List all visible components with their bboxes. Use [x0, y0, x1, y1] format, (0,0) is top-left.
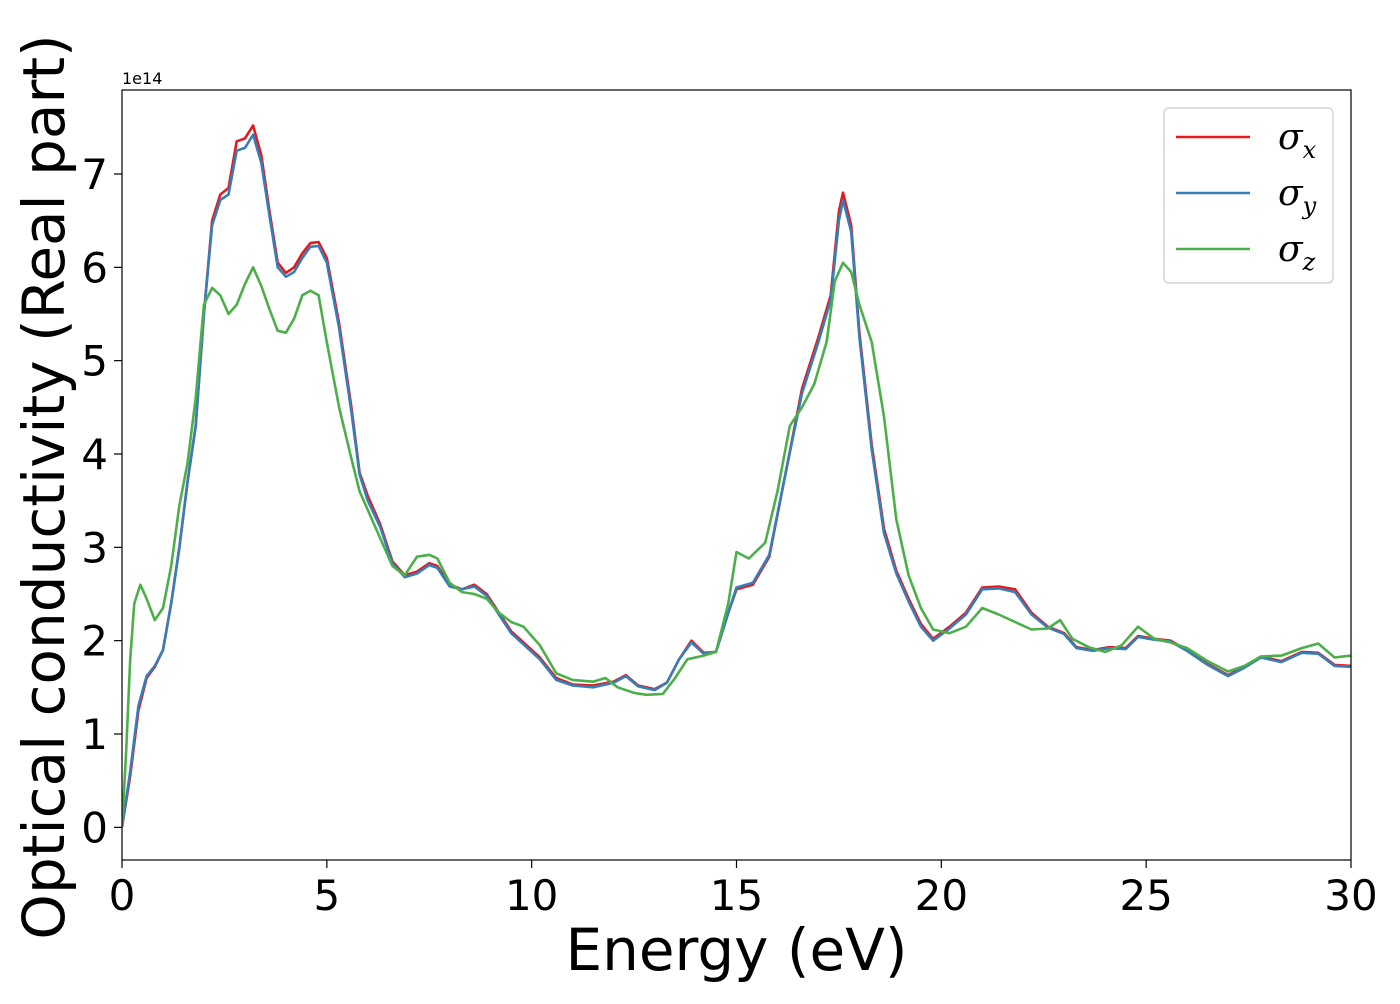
x-tick-label: 30 [1324, 871, 1377, 920]
x-tick-label: 20 [915, 871, 968, 920]
y-tick-label: 4 [81, 430, 108, 479]
y-axis: 0 1 2 3 4 5 6 7 [81, 150, 122, 852]
legend-label-z: σz [1278, 229, 1316, 276]
y-tick-label: 6 [81, 243, 108, 292]
x-axis: 0 5 10 15 20 25 30 [109, 860, 1378, 920]
y-offset-label: 1e14 [122, 69, 162, 88]
y-tick-label: 3 [81, 523, 108, 572]
x-tick-label: 5 [313, 871, 340, 920]
legend: σx σy σz [1163, 107, 1334, 284]
x-tick-label: 25 [1119, 871, 1172, 920]
series-line-z [122, 261, 1351, 828]
y-tick-label: 2 [81, 617, 108, 666]
legend-box [1163, 107, 1334, 284]
legend-label-y: σy [1278, 173, 1317, 220]
x-tick-label: 15 [710, 871, 763, 920]
series-line-y [122, 133, 1351, 828]
x-axis-title: Energy (eV) [565, 916, 907, 984]
y-tick-label: 7 [81, 150, 108, 199]
legend-label-x: σx [1278, 117, 1317, 164]
y-tick-label: 1 [81, 710, 108, 759]
y-tick-label: 0 [81, 803, 108, 852]
x-tick-label: 10 [505, 871, 558, 920]
y-axis-title: Optical conductivity (Real part) [10, 34, 78, 939]
x-tick-label: 0 [109, 871, 136, 920]
series-layer [122, 124, 1351, 828]
y-tick-label: 5 [81, 337, 108, 386]
